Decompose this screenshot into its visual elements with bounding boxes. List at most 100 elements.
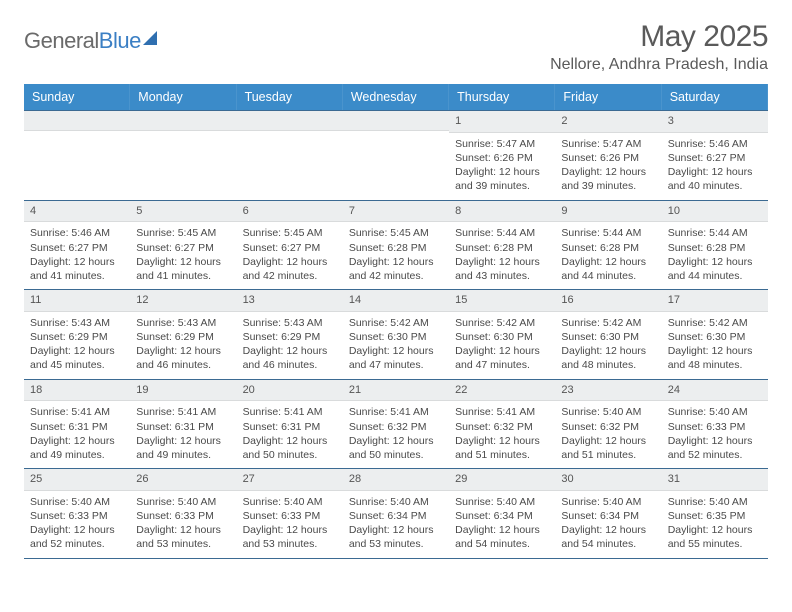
daylight-text: Daylight: 12 hours and 46 minutes. — [243, 344, 337, 372]
calendar-week: 18Sunrise: 5:41 AMSunset: 6:31 PMDayligh… — [24, 379, 768, 469]
calendar-cell: 1Sunrise: 5:47 AMSunset: 6:26 PMDaylight… — [449, 111, 555, 200]
sunset-text: Sunset: 6:32 PM — [561, 420, 655, 434]
day-details: Sunrise: 5:41 AMSunset: 6:32 PMDaylight:… — [343, 401, 449, 468]
day-number: 2 — [555, 111, 661, 133]
day-details: Sunrise: 5:40 AMSunset: 6:34 PMDaylight:… — [555, 491, 661, 558]
daylight-text: Daylight: 12 hours and 42 minutes. — [243, 255, 337, 283]
daylight-text: Daylight: 12 hours and 44 minutes. — [668, 255, 762, 283]
sunset-text: Sunset: 6:28 PM — [455, 241, 549, 255]
day-header-wednesday: Wednesday — [343, 84, 449, 110]
day-number: 31 — [662, 469, 768, 491]
sunrise-text: Sunrise: 5:47 AM — [455, 137, 549, 151]
sunrise-text: Sunrise: 5:42 AM — [349, 316, 443, 330]
day-details: Sunrise: 5:41 AMSunset: 6:32 PMDaylight:… — [449, 401, 555, 468]
sunrise-text: Sunrise: 5:45 AM — [243, 226, 337, 240]
daylight-text: Daylight: 12 hours and 49 minutes. — [136, 434, 230, 462]
day-header-tuesday: Tuesday — [237, 84, 343, 110]
sunrise-text: Sunrise: 5:41 AM — [30, 405, 124, 419]
day-details: Sunrise: 5:45 AMSunset: 6:28 PMDaylight:… — [343, 222, 449, 289]
sunset-text: Sunset: 6:27 PM — [30, 241, 124, 255]
calendar-cell — [237, 111, 343, 200]
logo: GeneralBlue — [24, 20, 157, 54]
calendar-cell: 6Sunrise: 5:45 AMSunset: 6:27 PMDaylight… — [237, 201, 343, 290]
calendar-cell: 24Sunrise: 5:40 AMSunset: 6:33 PMDayligh… — [662, 380, 768, 469]
day-number: 10 — [662, 201, 768, 223]
day-details: Sunrise: 5:44 AMSunset: 6:28 PMDaylight:… — [555, 222, 661, 289]
day-number: 20 — [237, 380, 343, 402]
daylight-text: Daylight: 12 hours and 39 minutes. — [455, 165, 549, 193]
sunset-text: Sunset: 6:28 PM — [668, 241, 762, 255]
sunset-text: Sunset: 6:27 PM — [136, 241, 230, 255]
day-details: Sunrise: 5:42 AMSunset: 6:30 PMDaylight:… — [449, 312, 555, 379]
sunrise-text: Sunrise: 5:42 AM — [561, 316, 655, 330]
sunset-text: Sunset: 6:29 PM — [243, 330, 337, 344]
day-number: 15 — [449, 290, 555, 312]
day-number: 22 — [449, 380, 555, 402]
daylight-text: Daylight: 12 hours and 42 minutes. — [349, 255, 443, 283]
calendar-cell: 29Sunrise: 5:40 AMSunset: 6:34 PMDayligh… — [449, 469, 555, 558]
day-details: Sunrise: 5:42 AMSunset: 6:30 PMDaylight:… — [343, 312, 449, 379]
day-number: 5 — [130, 201, 236, 223]
sunset-text: Sunset: 6:33 PM — [243, 509, 337, 523]
day-header-friday: Friday — [555, 84, 661, 110]
daylight-text: Daylight: 12 hours and 43 minutes. — [455, 255, 549, 283]
day-details: Sunrise: 5:47 AMSunset: 6:26 PMDaylight:… — [449, 133, 555, 200]
day-details: Sunrise: 5:46 AMSunset: 6:27 PMDaylight:… — [662, 133, 768, 200]
calendar-cell: 11Sunrise: 5:43 AMSunset: 6:29 PMDayligh… — [24, 290, 130, 379]
daylight-text: Daylight: 12 hours and 46 minutes. — [136, 344, 230, 372]
daylight-text: Daylight: 12 hours and 49 minutes. — [30, 434, 124, 462]
day-number — [237, 111, 343, 131]
daylight-text: Daylight: 12 hours and 53 minutes. — [136, 523, 230, 551]
day-details: Sunrise: 5:43 AMSunset: 6:29 PMDaylight:… — [237, 312, 343, 379]
day-details: Sunrise: 5:45 AMSunset: 6:27 PMDaylight:… — [130, 222, 236, 289]
day-number: 27 — [237, 469, 343, 491]
day-details: Sunrise: 5:40 AMSunset: 6:34 PMDaylight:… — [449, 491, 555, 558]
sunrise-text: Sunrise: 5:47 AM — [561, 137, 655, 151]
header: GeneralBlue May 2025 Nellore, Andhra Pra… — [24, 20, 768, 74]
calendar-cell: 19Sunrise: 5:41 AMSunset: 6:31 PMDayligh… — [130, 380, 236, 469]
day-details: Sunrise: 5:42 AMSunset: 6:30 PMDaylight:… — [555, 312, 661, 379]
day-number — [343, 111, 449, 131]
sunrise-text: Sunrise: 5:41 AM — [136, 405, 230, 419]
sunset-text: Sunset: 6:30 PM — [561, 330, 655, 344]
calendar-cell: 28Sunrise: 5:40 AMSunset: 6:34 PMDayligh… — [343, 469, 449, 558]
sunrise-text: Sunrise: 5:41 AM — [243, 405, 337, 419]
day-number: 3 — [662, 111, 768, 133]
month-title: May 2025 — [550, 20, 768, 54]
sunrise-text: Sunrise: 5:46 AM — [30, 226, 124, 240]
calendar-cell: 16Sunrise: 5:42 AMSunset: 6:30 PMDayligh… — [555, 290, 661, 379]
daylight-text: Daylight: 12 hours and 40 minutes. — [668, 165, 762, 193]
sunset-text: Sunset: 6:32 PM — [455, 420, 549, 434]
sunset-text: Sunset: 6:26 PM — [561, 151, 655, 165]
daylight-text: Daylight: 12 hours and 55 minutes. — [668, 523, 762, 551]
calendar-week: 4Sunrise: 5:46 AMSunset: 6:27 PMDaylight… — [24, 200, 768, 290]
sunset-text: Sunset: 6:29 PM — [30, 330, 124, 344]
logo-word-2: Blue — [99, 28, 141, 53]
daylight-text: Daylight: 12 hours and 48 minutes. — [561, 344, 655, 372]
daylight-text: Daylight: 12 hours and 47 minutes. — [349, 344, 443, 372]
day-number: 8 — [449, 201, 555, 223]
daylight-text: Daylight: 12 hours and 53 minutes. — [243, 523, 337, 551]
daylight-text: Daylight: 12 hours and 41 minutes. — [30, 255, 124, 283]
day-details: Sunrise: 5:40 AMSunset: 6:33 PMDaylight:… — [662, 401, 768, 468]
calendar-cell: 15Sunrise: 5:42 AMSunset: 6:30 PMDayligh… — [449, 290, 555, 379]
daylight-text: Daylight: 12 hours and 50 minutes. — [349, 434, 443, 462]
logo-triangle-icon — [143, 31, 157, 45]
sunset-text: Sunset: 6:28 PM — [561, 241, 655, 255]
daylight-text: Daylight: 12 hours and 51 minutes. — [561, 434, 655, 462]
calendar-cell: 22Sunrise: 5:41 AMSunset: 6:32 PMDayligh… — [449, 380, 555, 469]
sunset-text: Sunset: 6:28 PM — [349, 241, 443, 255]
sunrise-text: Sunrise: 5:42 AM — [455, 316, 549, 330]
daylight-text: Daylight: 12 hours and 54 minutes. — [561, 523, 655, 551]
day-number: 26 — [130, 469, 236, 491]
day-number: 24 — [662, 380, 768, 402]
title-block: May 2025 Nellore, Andhra Pradesh, India — [550, 20, 768, 74]
daylight-text: Daylight: 12 hours and 45 minutes. — [30, 344, 124, 372]
calendar-cell: 2Sunrise: 5:47 AMSunset: 6:26 PMDaylight… — [555, 111, 661, 200]
calendar-cell: 14Sunrise: 5:42 AMSunset: 6:30 PMDayligh… — [343, 290, 449, 379]
sunrise-text: Sunrise: 5:44 AM — [455, 226, 549, 240]
day-details: Sunrise: 5:44 AMSunset: 6:28 PMDaylight:… — [662, 222, 768, 289]
sunrise-text: Sunrise: 5:43 AM — [243, 316, 337, 330]
day-number: 18 — [24, 380, 130, 402]
calendar-cell: 8 Sunrise: 5:44 AMSunset: 6:28 PMDaylight… — [449, 201, 555, 290]
